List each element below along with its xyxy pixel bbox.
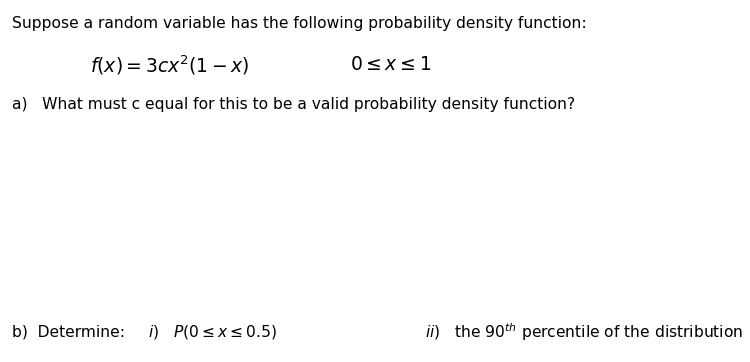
Text: b)  Determine:: b) Determine: [12, 324, 125, 340]
Text: Suppose a random variable has the following probability density function:: Suppose a random variable has the follow… [12, 16, 586, 31]
Text: $ii)$   the 90$^{th}$ percentile of the distribution: $ii)$ the 90$^{th}$ percentile of the di… [425, 321, 743, 343]
Text: $i)\ \ \ P(0 \leq x \leq 0.5)$: $i)\ \ \ P(0 \leq x \leq 0.5)$ [148, 323, 278, 341]
Text: $f(x) = 3cx^{2}(1-x)$: $f(x) = 3cx^{2}(1-x)$ [90, 53, 250, 77]
Text: a)   What must c equal for this to be a valid probability density function?: a) What must c equal for this to be a va… [12, 97, 575, 112]
Text: $0 \leq x \leq 1$: $0 \leq x \leq 1$ [350, 55, 431, 75]
